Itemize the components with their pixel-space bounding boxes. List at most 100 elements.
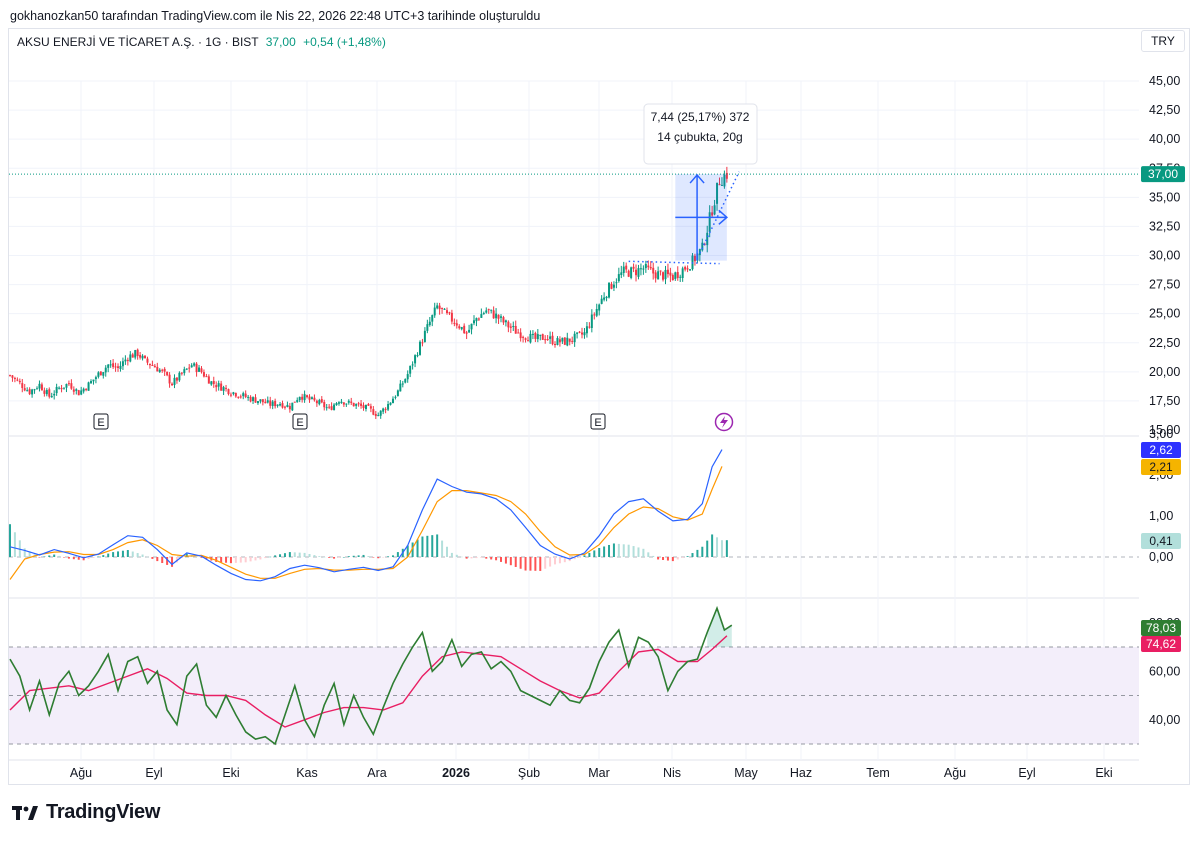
macd-histogram-bar: [676, 557, 679, 560]
candle-body: [328, 406, 331, 408]
macd-histogram-bar: [377, 557, 380, 559]
macd-histogram-bar: [180, 557, 183, 559]
candle-body: [389, 402, 392, 405]
candle-body: [711, 212, 714, 216]
macd-histogram-bar: [549, 557, 552, 567]
symbol-legend[interactable]: AKSU ENERJİ VE TİCARET A.Ş. · 1G · BIST …: [17, 35, 386, 49]
candle-body: [70, 383, 73, 389]
macd-histogram-bar: [554, 557, 557, 565]
candle-body: [129, 354, 132, 362]
candle-body: [276, 404, 279, 406]
chart-canvas[interactable]: 45,0042,5040,0037,5035,0032,5030,0027,50…: [0, 0, 1199, 790]
candle-body: [666, 269, 669, 275]
candle-body: [340, 401, 343, 404]
candle-body: [443, 308, 446, 310]
macd-histogram-bar: [411, 542, 414, 557]
macd-histogram-bar: [293, 552, 296, 557]
macd-histogram-bar: [716, 537, 719, 557]
candle-body: [195, 363, 198, 373]
candle-body: [252, 397, 255, 402]
candle-body: [48, 389, 51, 397]
time-axis-label: Mar: [588, 766, 610, 780]
macd-histogram-bar: [593, 550, 596, 557]
candle-body: [308, 396, 311, 400]
candle-body: [315, 400, 318, 404]
macd-histogram-bar: [598, 547, 601, 557]
macd-histogram-bar: [686, 556, 689, 557]
candle-body: [472, 320, 475, 324]
candle-body: [38, 383, 41, 389]
macd-histogram-bar: [126, 550, 129, 557]
macd-histogram-bar: [426, 535, 429, 557]
candle-body: [43, 390, 46, 394]
candle-body: [126, 359, 129, 361]
candle-body: [325, 407, 328, 409]
macd-histogram-bar: [470, 557, 473, 559]
candle-body: [487, 309, 490, 311]
price-axis-label: 17,50: [1149, 394, 1180, 408]
macd-histogram-bar: [156, 557, 159, 562]
macd-histogram-bar: [342, 557, 345, 558]
candle-body: [539, 334, 542, 336]
macd-histogram-bar: [367, 556, 370, 557]
candle-body: [112, 363, 115, 367]
candle-body: [608, 282, 611, 298]
candle-body: [342, 402, 345, 405]
candle-body: [82, 388, 85, 392]
candle-body: [595, 309, 598, 316]
macd-histogram-bar: [87, 557, 90, 560]
macd-signal-line: [9, 466, 723, 580]
macd-histogram-bar: [647, 552, 650, 557]
candle-body: [283, 406, 286, 408]
candle-body: [232, 392, 235, 394]
candle-body: [9, 375, 11, 377]
symbol-name: AKSU ENERJİ VE TİCARET A.Ş. · 1G · BIST: [17, 35, 259, 49]
macd-histogram-bar: [195, 556, 198, 557]
macd-histogram-bar: [465, 557, 468, 559]
candle-body: [109, 364, 112, 366]
macd-histogram-bar: [63, 557, 66, 558]
candle-body: [612, 284, 615, 288]
candle-body: [102, 372, 105, 376]
macd-histogram-bar: [544, 557, 547, 569]
symbol-last-price: 37,00: [265, 35, 296, 49]
candle-body: [144, 355, 147, 359]
macd-histogram-bar: [77, 557, 80, 560]
candle-body: [55, 386, 58, 394]
candle-body: [517, 332, 520, 334]
candle-body: [266, 400, 269, 403]
candle-body: [40, 384, 43, 391]
candle-body: [593, 314, 596, 316]
macd-histogram-bar: [652, 555, 655, 557]
macd-histogram-bar: [563, 557, 566, 563]
currency-button[interactable]: TRY: [1141, 30, 1185, 52]
macd-histogram-bar: [259, 557, 262, 560]
candle-body: [28, 389, 31, 395]
candle-body: [99, 371, 102, 376]
candle-body: [296, 399, 299, 403]
candle-body: [131, 354, 134, 358]
price-axis-label: 22,50: [1149, 336, 1180, 350]
candle-body: [151, 364, 154, 366]
candle-body: [445, 310, 448, 314]
chart-frame: [8, 28, 1190, 785]
candle-body: [313, 397, 316, 401]
candle-body: [477, 318, 480, 320]
candle-body: [303, 394, 306, 401]
tradingview-brand-name: TradingView: [46, 801, 161, 823]
macd-histogram-bar: [269, 556, 272, 558]
macd-histogram-bar: [205, 557, 208, 560]
candle-body: [345, 403, 348, 405]
macd-line: [9, 449, 723, 582]
candle-body: [490, 309, 493, 311]
macd-histogram-bar: [43, 556, 46, 557]
candle-body: [689, 269, 692, 271]
candle-body: [259, 399, 262, 402]
macd-histogram-bar: [480, 557, 483, 558]
tradingview-logo[interactable]: TradingView: [12, 801, 160, 824]
chart-caption: gokhanozkan50 tarafından TradingView.com…: [10, 9, 541, 23]
candle-body: [350, 401, 353, 403]
macd-histogram-bar: [460, 556, 463, 558]
candle-body: [274, 400, 277, 407]
macd-histogram-bar: [23, 548, 26, 557]
